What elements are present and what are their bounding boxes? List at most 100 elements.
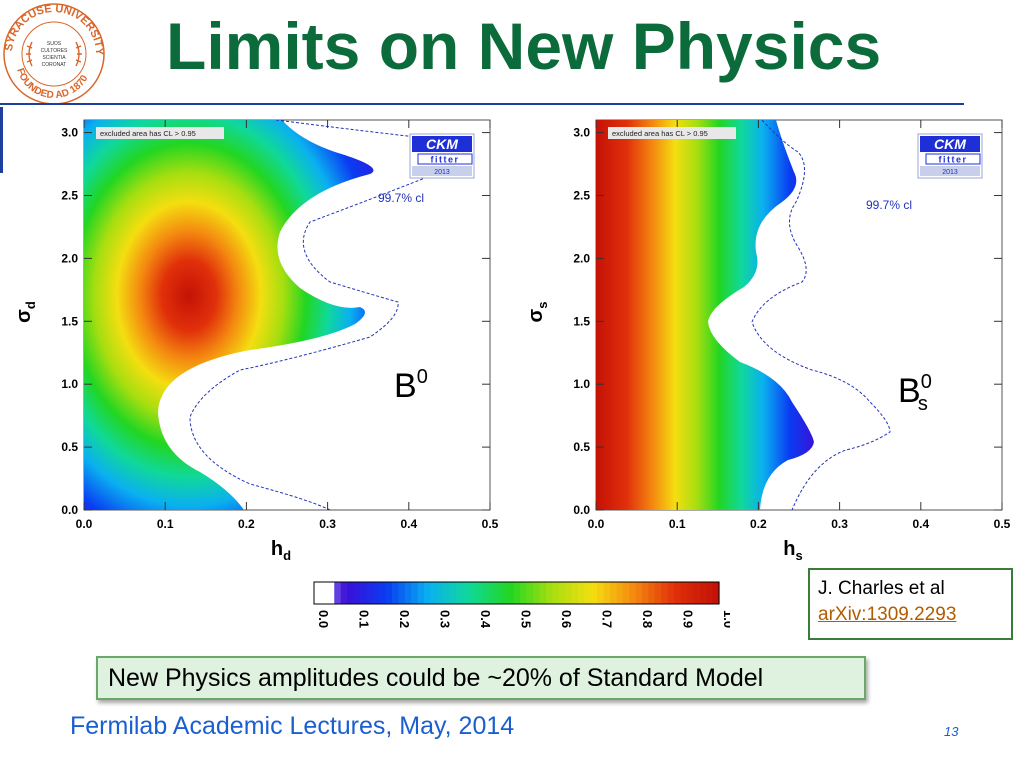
left-xtick-label: 0.0	[76, 517, 93, 531]
right-xtick-label: 0.0	[588, 517, 605, 531]
left-ytick-label: 2.0	[61, 251, 78, 265]
color-scale-cell	[590, 582, 598, 604]
right-ytick-label: 1.5	[573, 314, 590, 328]
seal-motto-line2: CULTORES	[41, 48, 68, 54]
side-accent-bar	[0, 107, 3, 173]
left-ytick-label: 2.5	[61, 188, 78, 202]
right-xlabel: hs	[783, 538, 802, 563]
color-scale-cell	[404, 582, 412, 604]
bs0-contour-plot: 0.0 0.1 0.2 0.3 0.4 0.50.00.51.01.52.02.53.0 …	[525, 119, 1011, 563]
color-scale-cell	[558, 582, 566, 604]
left-ytick-label: 1.0	[61, 377, 78, 391]
seal-motto-line1: SUOS	[47, 41, 62, 47]
color-scale-cell	[443, 582, 451, 604]
color-scale-cell	[680, 582, 688, 604]
color-scale-tick-label: 0.2	[397, 610, 412, 628]
color-scale-cell	[481, 582, 489, 604]
color-scale-cell	[686, 582, 694, 604]
left-ytick-label: 0.0	[61, 503, 78, 517]
seal-laurel	[26, 41, 82, 67]
color-scale-cell	[635, 582, 643, 604]
color-scale-ticks: 0.0 0.1 0.2 0.3 0.4 0.5 0.6 0.7 0.8 0.9 1.0	[316, 610, 730, 629]
left-heatmap-fill	[84, 120, 374, 510]
right-badge-fitter: fitter	[939, 155, 968, 165]
left-contour-label: 99.7% cl	[378, 191, 424, 205]
right-xtick-label: 0.3	[831, 517, 848, 531]
svg-text:σd: σd	[13, 301, 38, 323]
color-scale-cell	[334, 582, 342, 604]
right-ytick-label: 0.5	[573, 440, 590, 454]
left-meson-label: B0	[394, 366, 428, 405]
citation-link[interactable]: arXiv:1309.2293	[818, 603, 957, 625]
left-badge-fitter: fitter	[431, 155, 460, 165]
right-annotation: excluded area has CL > 0.95	[612, 129, 708, 138]
page-number: 13	[944, 724, 959, 739]
color-scale-cell	[667, 582, 675, 604]
color-scale-cell	[661, 582, 669, 604]
citation-box: J. Charles et al arXiv:1309.2293	[808, 568, 1013, 640]
slide-title: Limits on New Physics	[166, 9, 882, 83]
right-xtick-label: 0.5	[994, 517, 1011, 531]
color-scale-cell	[526, 582, 534, 604]
color-scale-cell	[494, 582, 502, 604]
color-scale-cell	[417, 582, 425, 604]
color-scale-cell	[385, 582, 393, 604]
color-scale-tick-label: 0.9	[681, 610, 696, 628]
seal-inner-ring	[21, 21, 87, 87]
right-ytick-label: 1.0	[573, 377, 590, 391]
color-scale-cell	[693, 582, 701, 604]
right-badge-year: 2013	[942, 169, 958, 176]
color-scale-cell	[507, 582, 515, 604]
color-scale-cell	[488, 582, 496, 604]
color-scale-cell	[674, 582, 682, 604]
right-contour-label: 99.7% cl	[866, 198, 912, 212]
left-xtick-label: 0.5	[482, 517, 499, 531]
color-scale-tick-label: 0.3	[438, 610, 453, 628]
left-annotation: excluded area has CL > 0.95	[100, 129, 196, 138]
color-scale-cell	[584, 582, 592, 604]
left-ylabel: σd	[13, 301, 38, 323]
left-ytick-label: 3.0	[61, 126, 78, 140]
left-badge-ckm: CKM	[426, 136, 458, 152]
color-scale-bar: 0.0 0.1 0.2 0.3 0.4 0.5 0.6 0.7 0.8 0.9 1.0	[313, 581, 730, 629]
color-scale-tick-label: 0.7	[600, 610, 615, 628]
color-scale-cell	[609, 582, 617, 604]
left-ytick-label: 1.5	[61, 314, 78, 328]
color-scale-cell	[712, 582, 720, 604]
left-badge-year: 2013	[434, 169, 450, 176]
left-xtick-label: 0.2	[238, 517, 255, 531]
color-scale-cell	[475, 582, 483, 604]
right-xtick-label: 0.1	[669, 517, 686, 531]
color-scale-cell	[622, 582, 630, 604]
color-scale-cell	[545, 582, 553, 604]
color-scale-tick-label: 0.5	[519, 610, 534, 628]
color-scale-cell	[533, 582, 541, 604]
left-ckm-badge: CKM fitter 2013	[409, 133, 475, 179]
left-xtick-label: 0.1	[157, 517, 174, 531]
color-scale-zero-cell	[314, 582, 335, 604]
left-xlabel: hd	[271, 538, 291, 563]
color-scale-cell	[430, 582, 438, 604]
color-scale-cell	[411, 582, 419, 604]
left-axes: 0.0 0.1 0.2 0.3 0.4 0.5 0.0 0.5 1.0 1.5 2.0 2.5 3.0	[61, 120, 499, 531]
color-scale-cell	[629, 582, 637, 604]
color-scale-cell	[340, 582, 348, 604]
color-scale-tick-label: 0.1	[357, 610, 372, 628]
color-scale-cell	[597, 582, 605, 604]
color-scale-cell	[353, 582, 361, 604]
right-badge-ckm: CKM	[934, 136, 966, 152]
footer-text: Fermilab Academic Lectures, May, 2014	[70, 712, 515, 740]
right-heatmap-fill	[596, 120, 814, 510]
color-scale-tick-label: 0.0	[316, 610, 331, 628]
color-scale-cell	[468, 582, 476, 604]
b0-contour-plot: 0.0 0.1 0.2 0.3 0.4 0.50.00.51.01.52.02.53.0 …	[13, 119, 499, 563]
color-scale-cell	[462, 582, 470, 604]
right-ylabel: σs	[525, 302, 550, 323]
color-scale-cell	[571, 582, 579, 604]
color-scale-cell	[424, 582, 432, 604]
right-annotation-bg	[608, 127, 736, 139]
left-cl-contour	[189, 119, 463, 511]
right-axes: 0.0 0.1 0.2 0.3 0.4 0.5 0.0 0.5 1.0 1.5 2.0 2.5 3.0	[573, 120, 1011, 531]
left-xtick-label: 0.3	[319, 517, 336, 531]
seal-motto-line4: CORONAT	[42, 62, 67, 68]
